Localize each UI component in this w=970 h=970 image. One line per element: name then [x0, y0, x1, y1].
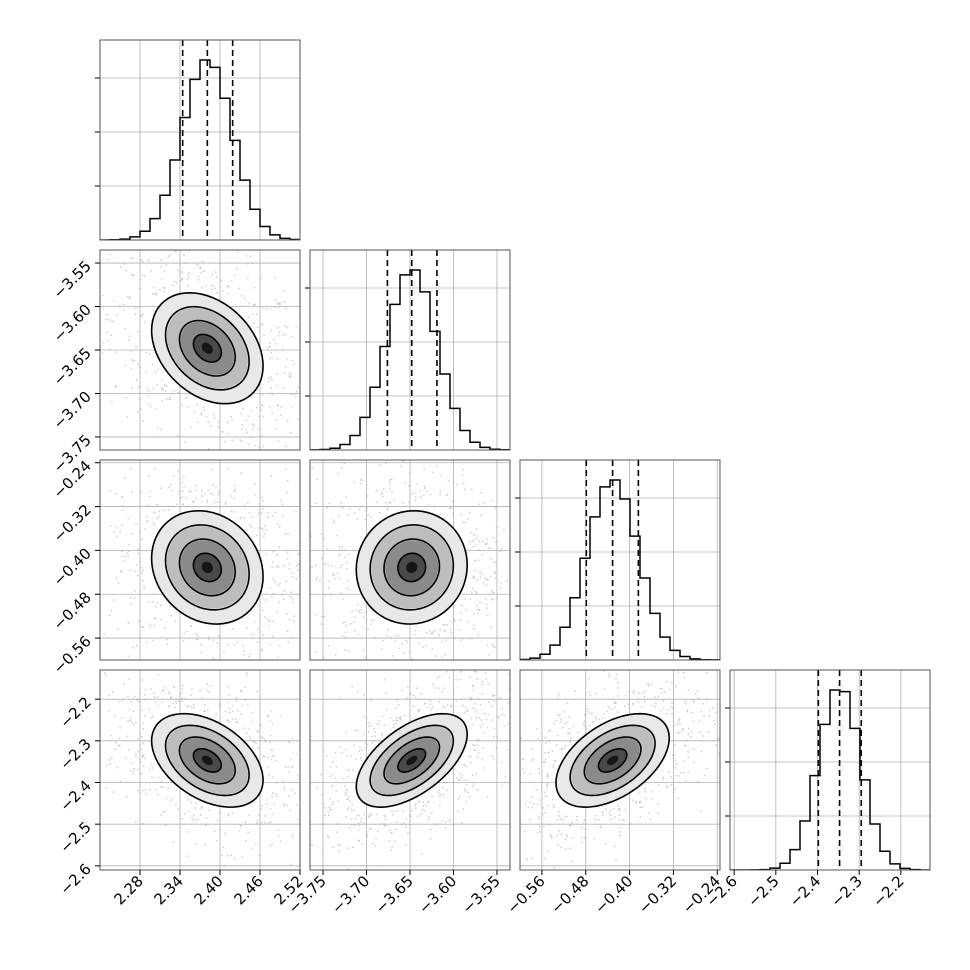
contour — [192, 747, 223, 773]
hist-panel-1 — [305, 249, 511, 451]
contour — [397, 747, 427, 773]
sample-scatter — [520, 670, 720, 869]
sample-scatter — [100, 250, 300, 450]
contour — [569, 724, 656, 797]
panel-frame — [519, 459, 721, 661]
contour — [150, 292, 264, 405]
contour — [164, 724, 250, 797]
density-fill — [201, 342, 213, 354]
panel-frame — [309, 459, 511, 661]
contour — [369, 524, 455, 611]
hist-panel-0 — [95, 39, 301, 241]
contour — [355, 509, 469, 625]
contour — [555, 712, 671, 808]
sample-scatter — [310, 670, 510, 870]
contour — [397, 552, 427, 583]
contour — [597, 747, 628, 773]
density-fill — [201, 755, 213, 766]
sample-scatter — [100, 670, 300, 867]
sample-scatter — [310, 460, 510, 660]
contour — [150, 509, 264, 625]
histogram-step — [100, 59, 300, 240]
hist-panel-2 — [515, 459, 721, 661]
contour — [369, 724, 455, 797]
contour — [192, 333, 223, 363]
contour — [583, 736, 642, 785]
panel-frame — [309, 249, 511, 451]
contour — [150, 712, 264, 808]
contour — [383, 538, 441, 597]
contour — [178, 538, 237, 597]
panel-frame — [99, 669, 301, 871]
contour — [192, 552, 223, 583]
density-fill — [406, 755, 418, 766]
histogram-step — [520, 479, 720, 660]
density-fill — [201, 561, 213, 574]
panel-frame — [99, 459, 301, 661]
contour — [355, 712, 469, 808]
contour — [383, 736, 441, 785]
panel-frame — [729, 669, 931, 871]
panel-frame — [519, 669, 721, 871]
histogram-step — [310, 269, 510, 450]
density-panel-2-1 — [309, 459, 511, 661]
contour — [178, 319, 237, 377]
density-fill — [606, 755, 619, 766]
density-fill — [406, 561, 418, 574]
contour — [178, 736, 237, 785]
contour — [164, 524, 250, 611]
panel-frame — [99, 39, 301, 241]
sample-scatter — [100, 467, 300, 660]
contour — [164, 305, 250, 391]
